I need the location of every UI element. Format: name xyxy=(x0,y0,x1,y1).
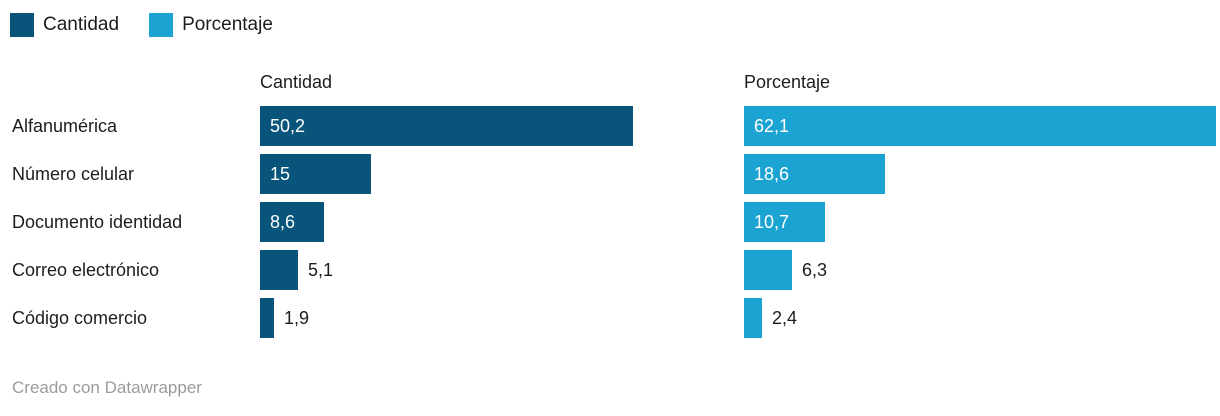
legend-label-porcentaje: Porcentaje xyxy=(182,14,273,35)
bar-value: 1,9 xyxy=(284,307,310,328)
category-label: Documento identidad xyxy=(12,211,183,232)
table-row: Código comercio 1,9 2,4 xyxy=(0,294,1220,342)
legend-swatch-porcentaje xyxy=(149,13,174,37)
bar-rows: Alfanumérica 50,2 62,1 Número celular 15 18,6… xyxy=(0,102,1220,342)
column-header-porcentaje: Porcentaje xyxy=(744,72,831,92)
bar-porcentaje xyxy=(744,298,762,338)
bar-cantidad: 50,2 xyxy=(260,106,633,146)
legend-swatch-cantidad xyxy=(10,13,34,37)
legend-label-cantidad: Cantidad xyxy=(43,14,120,35)
bar-value: 5,1 xyxy=(308,259,334,280)
bar-value: 6,3 xyxy=(802,259,828,280)
category-label: Correo electrónico xyxy=(12,259,160,280)
bar-cantidad xyxy=(260,298,274,338)
datawrapper-credit[interactable]: Creado con Datawrapper xyxy=(12,378,202,397)
bar-value: 50,2 xyxy=(270,115,306,136)
legend-item-porcentaje: Porcentaje xyxy=(149,13,273,37)
category-label: Alfanumérica xyxy=(12,115,118,136)
table-row: Correo electrónico 5,1 6,3 xyxy=(0,246,1220,294)
column-header-cantidad: Cantidad xyxy=(260,72,333,92)
category-label: Código comercio xyxy=(12,307,148,328)
table-row: Documento identidad 8,6 10,7 xyxy=(0,198,1220,246)
legend: Cantidad Porcentaje xyxy=(10,13,273,37)
table-row: Alfanumérica 50,2 62,1 xyxy=(0,102,1220,150)
bar-value: 15 xyxy=(270,163,291,184)
legend-item-cantidad: Cantidad xyxy=(10,13,119,37)
bar-value: 2,4 xyxy=(772,307,798,328)
bar-cantidad: 8,6 xyxy=(260,202,324,242)
table-row: Número celular 15 18,6 xyxy=(0,150,1220,198)
bar-porcentaje: 62,1 xyxy=(744,106,1216,146)
bar-value: 62,1 xyxy=(754,115,790,136)
bar-porcentaje xyxy=(744,250,792,290)
bar-value: 18,6 xyxy=(754,163,790,184)
bar-porcentaje: 18,6 xyxy=(744,154,885,194)
category-label: Número celular xyxy=(12,163,135,184)
bar-porcentaje: 10,7 xyxy=(744,202,825,242)
bar-value: 8,6 xyxy=(270,211,296,232)
bar-cantidad xyxy=(260,250,298,290)
bar-value: 10,7 xyxy=(754,211,790,232)
bar-cantidad: 15 xyxy=(260,154,371,194)
